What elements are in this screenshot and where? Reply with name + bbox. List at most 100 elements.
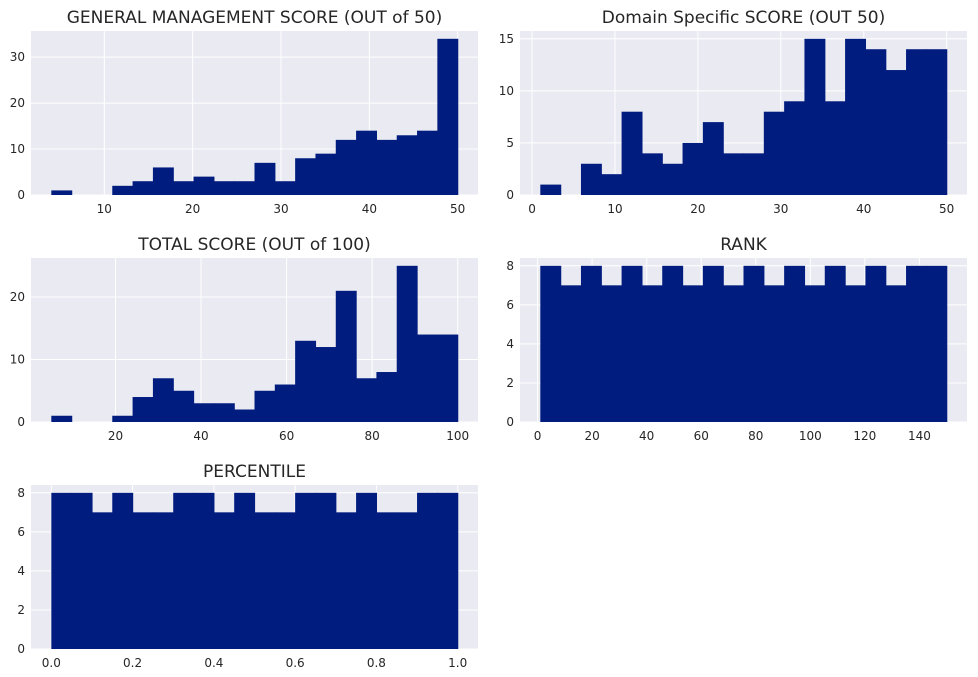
histogram-bar (926, 265, 948, 422)
histogram-bar (51, 492, 73, 649)
histogram-bar (396, 135, 418, 195)
histogram-bar (845, 38, 867, 195)
x-tick-label: 10 (607, 202, 622, 216)
x-tick-label: 60 (279, 429, 294, 443)
histogram-bar (560, 285, 582, 422)
histogram-bar (315, 347, 337, 422)
histogram-bar (254, 390, 276, 422)
x-tick-label: 120 (853, 429, 876, 443)
histogram-bar (865, 49, 887, 195)
y-tick-label: 6 (17, 525, 25, 539)
x-tick-label: 0.6 (286, 656, 305, 670)
subplot-rank: RANK 0 20 40 60 80 100 120 140 0 2 4 6 8 (506, 235, 967, 443)
y-tick-label: 20 (10, 96, 25, 110)
histogram-bar (51, 190, 73, 195)
histogram-bar (376, 139, 398, 195)
histogram-bar (274, 384, 296, 422)
histogram-bar (254, 162, 276, 195)
histogram-bar (580, 265, 602, 422)
histogram-bar (906, 49, 927, 195)
histogram-bar (173, 181, 195, 195)
histogram-bar (335, 139, 357, 195)
histogram-bar (254, 512, 276, 649)
histogram-bar (702, 265, 724, 422)
histogram-bar (926, 49, 948, 195)
histogram-bar (580, 163, 602, 195)
subplot-total-score: TOTAL SCORE (OUT of 100) 20 40 60 80 100 0 10 2… (10, 235, 478, 443)
histogram-bar (173, 492, 195, 649)
histogram-bar (804, 285, 826, 422)
x-tick-label: 30 (773, 202, 788, 216)
histogram-bar (885, 70, 907, 195)
histogram-bar (213, 181, 235, 195)
histogram-bar (824, 101, 846, 195)
histogram-bar (356, 378, 378, 422)
histogram-bar (540, 265, 562, 422)
histogram-bar (71, 492, 93, 649)
histogram-bar (315, 492, 337, 649)
y-tick-label: 2 (17, 603, 25, 617)
x-tick-label: 40 (639, 429, 654, 443)
histogram-bar (112, 415, 134, 422)
histogram-bar (784, 265, 806, 422)
x-tick-label: 0.0 (42, 656, 61, 670)
x-tick-label: 20 (108, 429, 123, 443)
histogram-bar (662, 265, 684, 422)
y-tick-label: 0 (506, 188, 514, 202)
histogram-bar (356, 492, 378, 649)
histogram-bar (112, 185, 134, 195)
y-tick-label: 0 (17, 415, 25, 429)
x-tick-label: 100 (446, 429, 469, 443)
histogram-bar (885, 285, 907, 422)
histogram-bar (335, 512, 357, 649)
histogram-bar (132, 181, 154, 195)
histogram-bar (437, 38, 459, 195)
x-tick-label: 20 (584, 429, 599, 443)
subplot-title: PERCENTILE (203, 462, 306, 482)
x-tick-label: 60 (694, 429, 709, 443)
histogram-bar (335, 290, 357, 422)
y-tick-label: 0 (506, 415, 514, 429)
histogram-bar (621, 111, 643, 195)
subplot-title: Domain Specific SCORE (OUT 50) (602, 8, 885, 28)
histogram-bar (213, 512, 235, 649)
x-tick-label: 80 (748, 429, 763, 443)
histogram-bar (193, 403, 215, 422)
y-tick-label: 10 (10, 353, 25, 367)
y-tick-label: 8 (17, 486, 25, 500)
histogram-bar (51, 415, 73, 422)
histogram-bar (91, 512, 113, 649)
y-tick-label: 4 (506, 337, 514, 351)
histogram-bar (865, 265, 887, 422)
x-tick-label: 0 (534, 429, 542, 443)
y-tick-label: 5 (506, 136, 514, 150)
histogram-bar (763, 111, 785, 195)
y-tick-label: 30 (10, 50, 25, 64)
x-tick-label: 80 (364, 429, 379, 443)
x-tick-label: 10 (97, 202, 112, 216)
histogram-bar (356, 130, 378, 195)
histogram-bar (784, 101, 806, 195)
histogram-bar (682, 285, 704, 422)
x-tick-label: 20 (185, 202, 200, 216)
histogram-bar (743, 265, 765, 422)
histogram-bar (845, 285, 867, 422)
histogram-bar (662, 163, 684, 195)
x-tick-label: 0 (528, 202, 536, 216)
histogram-bar (417, 334, 438, 422)
histogram-bar (213, 403, 235, 422)
x-tick-label: 40 (193, 429, 208, 443)
y-tick-label: 2 (506, 376, 514, 390)
histogram-bar (132, 397, 154, 422)
histogram-bar (234, 181, 256, 195)
histogram-bar (152, 167, 174, 195)
histogram-bar (906, 265, 927, 422)
histogram-bar (723, 285, 745, 422)
subplot-title: TOTAL SCORE (OUT of 100) (137, 235, 370, 255)
x-tick-label: 30 (273, 202, 288, 216)
histogram-bar (723, 153, 745, 195)
y-tick-label: 0 (17, 642, 25, 656)
subplot-general-management-score: GENERAL MANAGEMENT SCORE (OUT of 50) 10 2… (10, 8, 478, 216)
x-tick-label: 40 (362, 202, 377, 216)
